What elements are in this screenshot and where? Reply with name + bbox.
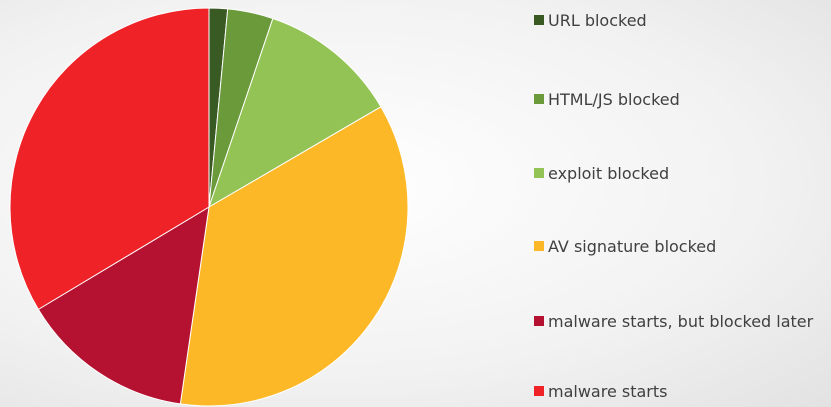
legend-item: malware starts [534, 381, 829, 402]
legend: URL blocked HTML/JS blocked exploit blocke… [534, 0, 831, 407]
legend-item: exploit blocked [534, 163, 829, 184]
legend-item: malware starts, but blocked later [534, 311, 829, 332]
pie-slice [9, 7, 210, 311]
legend-label: exploit blocked [548, 164, 670, 183]
legend-label: HTML/JS blocked [548, 90, 680, 109]
legend-swatch [534, 316, 544, 326]
legend-item: URL blocked [534, 10, 829, 31]
legend-item: AV signature blocked [534, 236, 829, 257]
legend-label: AV signature blocked [548, 237, 717, 256]
pie-chart [9, 7, 409, 407]
pie-slice [208, 17, 382, 209]
pie-slice [179, 106, 409, 407]
legend-swatch [534, 94, 544, 104]
legend-swatch [534, 386, 544, 396]
legend-label: malware starts [548, 382, 668, 401]
legend-swatch [534, 241, 544, 251]
legend-label: malware starts, but blocked later [548, 312, 814, 331]
legend-swatch [534, 15, 544, 25]
legend-label: URL blocked [548, 11, 647, 30]
legend-item: HTML/JS blocked [534, 89, 829, 110]
pie-slice [37, 206, 210, 405]
legend-swatch [534, 168, 544, 178]
